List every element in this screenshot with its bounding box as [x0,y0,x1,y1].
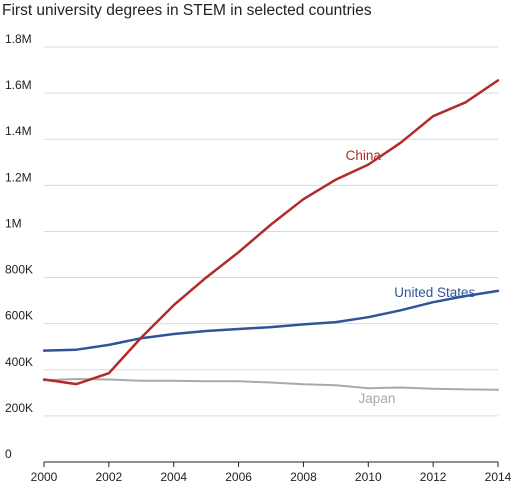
x-tick-label: 2008 [290,470,317,484]
axes: 0 200K 400K 600K 800K 1M 1.2M 1.4M 1.6M 1.8M 2000 2… [5,32,512,484]
x-tick-label: 2004 [160,470,187,484]
y-tick-label: 1.6M [5,78,32,92]
y-tick-label: 200K [5,401,33,415]
y-tick-label: 1.4M [5,124,32,138]
x-tick-label: 2010 [355,470,382,484]
y-tick-label: 800K [5,263,33,277]
y-tick-label: 400K [5,355,33,369]
y-tick-label: 1M [5,216,22,230]
x-tick-label: 2012 [420,470,447,484]
y-tick-label: 600K [5,309,33,323]
chart-title: First university degrees in STEM in sele… [2,2,372,19]
series-line-japan [43,378,499,391]
x-tick-label: 2014 [485,470,512,484]
series-label-japan: Japan [359,391,396,406]
series-label-china: China [346,148,382,163]
series-lines [42,79,500,391]
series-line-china [42,79,500,386]
y-tick-label: 1.2M [5,170,32,184]
y-tick-label: 1.8M [5,32,32,46]
y-tick-label: 0 [5,447,12,461]
series-line-united-states [42,289,500,352]
series-labels: Japan United States China [346,148,476,406]
gridlines [44,46,498,417]
x-tick-label: 2002 [96,470,123,484]
x-tick-label: 2006 [225,470,252,484]
series-label-united-states: United States [394,285,475,300]
x-tick-label: 2000 [31,470,58,484]
